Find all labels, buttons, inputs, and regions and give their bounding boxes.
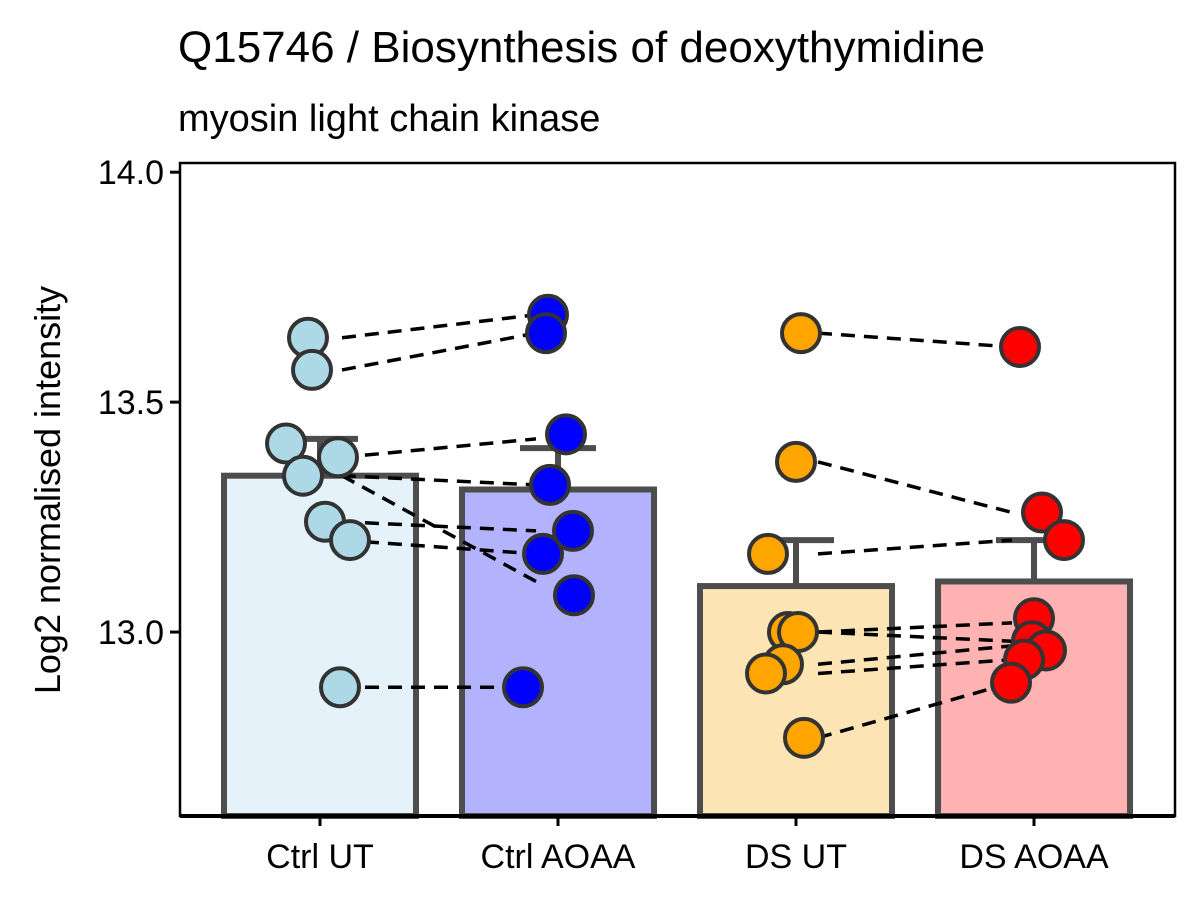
x-tick-label-4: DS AOAA [959, 838, 1109, 876]
data-point-4-8 [990, 661, 1032, 704]
pair-line-ctrl-4 [341, 473, 537, 487]
data-point-4-2 [1021, 491, 1063, 534]
data-point-3-2 [775, 440, 817, 483]
data-point-1-7 [329, 519, 371, 562]
pair-line-ctrl-1 [341, 313, 537, 340]
data-point-1-5 [282, 454, 324, 497]
y-tick-label-1: 13.0 [98, 614, 164, 652]
data-point-2-3 [545, 413, 587, 456]
plot-area: 13.0 13.5 14.0 Ctrl UT Ctrl AOAA DS UT DS AOAA [98, 154, 1177, 876]
x-tick-label-2: Ctrl AOAA [481, 838, 636, 876]
chart-title: Q15746 / Biosynthesis of deoxythymidine [178, 23, 985, 72]
y-axis-label: Log2 normalised intensity [27, 286, 68, 694]
pair-line-ctrl-7 [341, 538, 537, 556]
data-point-2-7 [553, 574, 595, 617]
pair-line-ds-5 [817, 630, 1013, 644]
data-point-1-3 [265, 422, 307, 465]
data-point-1-4 [317, 436, 359, 479]
pair-line-ds-2 [817, 460, 1013, 515]
data-point-2-2 [525, 312, 567, 355]
x-tick-label-3: DS UT [745, 838, 847, 876]
data-point-2-6 [522, 532, 564, 575]
data-point-2-4 [529, 463, 571, 506]
data-point-3-8 [783, 716, 825, 759]
pair-line-ctrl-5 [341, 474, 537, 584]
data-point-2-5 [552, 509, 594, 552]
bar-4 [935, 578, 1133, 819]
pair-line-ctrl-6 [341, 519, 537, 533]
pair-line-ctrl-2 [341, 331, 537, 372]
x-tick-label-1: Ctrl UT [266, 838, 374, 876]
pair-line-ds-6 [817, 644, 1013, 666]
y-tick-label-2: 13.5 [98, 384, 164, 422]
data-point-4-3 [1043, 519, 1085, 562]
pair-line-ds-7 [817, 657, 1013, 676]
data-point-3-7 [745, 652, 787, 695]
pair-line-ds-8 [817, 680, 1013, 740]
data-point-3-1 [780, 312, 822, 355]
pair-line-ds-1 [817, 331, 1013, 349]
data-point-3-3 [747, 532, 789, 575]
data-point-2-8 [502, 666, 544, 709]
data-point-1-2 [291, 348, 333, 391]
pair-line-ds-4 [817, 621, 1013, 634]
chart-subtitle: myosin light chain kinase [178, 98, 600, 140]
y-tick-label-3: 14.0 [98, 154, 164, 192]
data-point-1-8 [319, 666, 361, 709]
pair-line-ds-3 [817, 538, 1013, 556]
pair-line-ctrl-3 [341, 437, 537, 460]
data-point-4-1 [999, 325, 1041, 368]
